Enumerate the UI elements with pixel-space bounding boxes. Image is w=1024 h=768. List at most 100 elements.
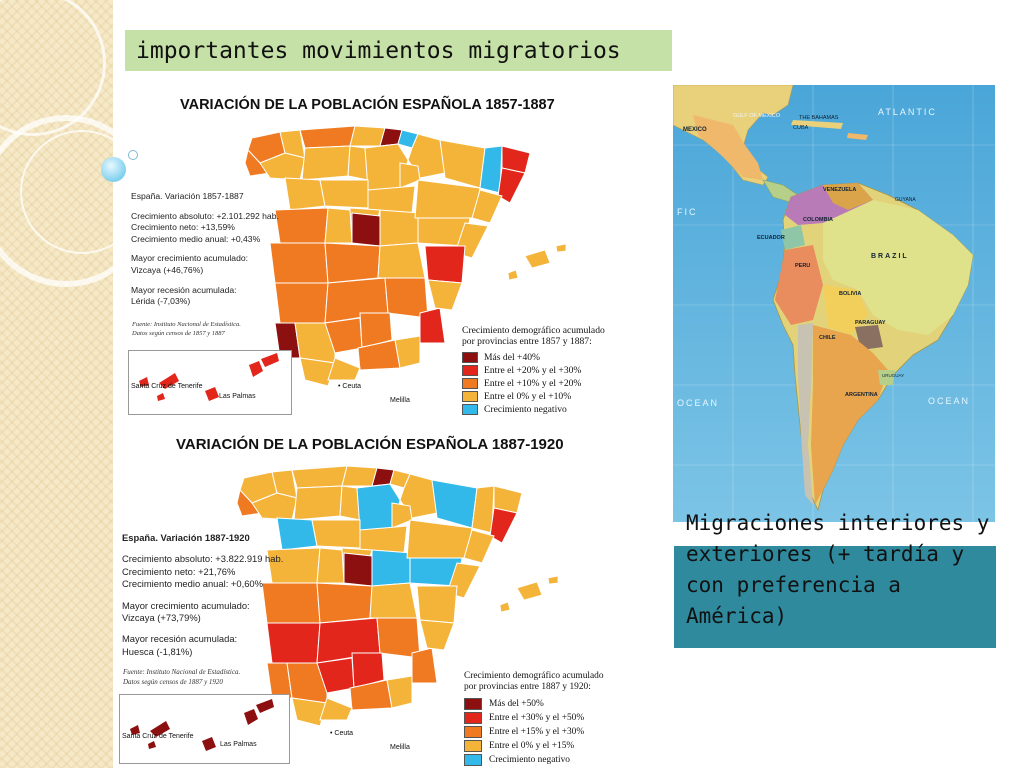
province-valencia (416, 585, 458, 624)
decorative-bubble (128, 150, 138, 160)
canary-islands-shape (139, 353, 279, 401)
source-line: Datos según censos de 1857 y 1887 (132, 330, 225, 337)
place-label: VENEZUELA (823, 187, 857, 193)
province-orense (259, 152, 306, 181)
legend-label: Entre el 0% y el +10% (484, 391, 572, 402)
province-madrid (351, 212, 381, 247)
province-barcelona (489, 507, 518, 544)
canary-islands-shape (130, 699, 274, 751)
legend-title: Crecimiento demográfico acumulado (464, 671, 604, 681)
legend-label: Crecimiento negativo (489, 754, 570, 765)
stats-line: Crecimiento medio anual: +0,43% (131, 233, 261, 244)
province-asturias (291, 465, 348, 489)
latin-america-map-shape (673, 85, 995, 522)
stats-line: Crecimiento absoluto: +3.822.919 hab. (122, 553, 284, 565)
province-almeria (394, 335, 421, 369)
province-cuenca (369, 582, 418, 619)
island-ibiza (507, 269, 519, 281)
legend-swatch (462, 352, 478, 363)
canary-label: Las Palmas (219, 393, 256, 400)
stats-line: Vizcaya (+46,76%) (131, 264, 204, 275)
ocean-label: FIC (677, 207, 698, 217)
slide-title: importantes movimientos migratorios (136, 38, 621, 64)
stats-line: Mayor crecimiento acumulado: (122, 599, 250, 611)
stats-line: Crecimiento neto: +21,76% (122, 565, 236, 577)
province-badajoz (274, 282, 329, 324)
latin-america-map: ATLANTIC FIC OCEAN OCEAN THE BAHAMAS GUL… (673, 85, 995, 522)
legend-label: Más del +40% (484, 352, 541, 363)
map1-stats: España. Variación 1857-1887 Crecimiento … (131, 191, 279, 308)
legend-label: Entre el 0% y el +15% (489, 740, 575, 751)
map2-source: Fuente: Instituto Nacional de Estadístic… (123, 668, 240, 687)
legend-title: por provincias entre 1887 y 1920: (464, 682, 591, 692)
decorative-ring (0, 115, 152, 287)
province-valladolid (311, 519, 361, 549)
map1-ceuta-label: • Ceuta (338, 383, 362, 390)
province-toledo (316, 582, 373, 624)
title-bar (125, 30, 672, 71)
province-cadiz (299, 357, 336, 387)
province-madrid (343, 552, 373, 587)
province-alicante (427, 279, 463, 311)
legend-swatch (464, 726, 482, 738)
province-huesca (431, 479, 478, 529)
legend-item: Más del +50% (464, 697, 604, 711)
ocean-label: ATLANTIC (878, 107, 937, 117)
stats-line: Mayor recesión acumulada: (131, 284, 237, 295)
legend-title: Crecimiento demográfico acumulado (462, 325, 605, 336)
province-alicante (419, 619, 455, 651)
legend-item: Entre el +15% y el +30% (464, 725, 604, 739)
island-menorca (547, 575, 559, 585)
province-valladolid (319, 179, 369, 209)
map2-title: VARIACIÓN DE LA POBLACIÓN ESPAÑOLA 1887-… (176, 436, 564, 453)
legend-label: Entre el +10% y el +20% (484, 378, 582, 389)
place-label: ECUADOR (757, 235, 785, 241)
province-tarragona (463, 529, 495, 564)
stats-line: España. Variación 1857-1887 (131, 191, 244, 201)
place-label: MEXICO (683, 127, 707, 133)
source-line: Fuente: Instituto Nacional de Estadístic… (132, 321, 241, 328)
legend-swatch (464, 698, 482, 710)
map2-ceuta-label: • Ceuta (330, 730, 354, 737)
province-guadalajara (379, 209, 421, 247)
province-cuenca (377, 242, 426, 279)
province-tarragona (471, 189, 503, 224)
place-label: GULF OF MEXICO (733, 113, 781, 119)
map1-title: VARIACIÓN DE LA POBLACIÓN ESPAÑOLA 1857-… (180, 97, 555, 113)
legend-item: Entre el 0% y el +15% (464, 739, 604, 753)
place-label: ARGENTINA (845, 392, 878, 398)
province-jaen (351, 652, 385, 689)
slide-caption: Migraciones interiores y exteriores (+ t… (686, 511, 990, 628)
place-label: GUYANA (895, 197, 916, 203)
legend-swatch (462, 365, 478, 376)
province-orense (251, 492, 298, 521)
caption-bar (674, 546, 996, 648)
legend-label: Crecimiento negativo (484, 404, 567, 415)
province-avila (316, 547, 345, 584)
stats-line: Crecimiento medio anual: +0,60% (122, 578, 263, 590)
stats-line: Vizcaya (+73,79%) (122, 612, 201, 624)
province-zamora (284, 177, 326, 211)
legend-item: Más del +40% (462, 351, 605, 364)
legend-swatch (464, 740, 482, 752)
canary-label: Santa Cruz de Tenerife (131, 383, 203, 390)
map2-spain-choropleth (236, 465, 559, 727)
stats-line: Crecimiento absoluto: +2.101.292 hab. (131, 210, 279, 221)
province-albacete (376, 617, 421, 659)
place-label: BRAZIL (871, 253, 909, 260)
legend-swatch (464, 754, 482, 766)
province-leon (293, 485, 343, 521)
province-murcia (411, 647, 438, 684)
decorative-ring (20, 130, 144, 254)
legend-label: Entre el +15% y el +30% (489, 726, 585, 737)
stats-line: Crecimiento neto: +13,59% (131, 222, 235, 233)
canary-label: Santa Cruz de Tenerife (122, 733, 194, 740)
province-valencia (424, 245, 466, 284)
legend-item: Entre el +10% y el +20% (462, 377, 605, 390)
stats-line: España. Variación 1887-1920 (122, 532, 250, 543)
map1-source: Fuente: Instituto Nacional de Estadístic… (132, 320, 241, 338)
decorative-side-panel (0, 0, 152, 768)
ocean-label: OCEAN (677, 398, 720, 408)
place-label: URUGUAY (882, 373, 905, 378)
legend-label: Entre el +30% y el +50% (489, 712, 585, 723)
